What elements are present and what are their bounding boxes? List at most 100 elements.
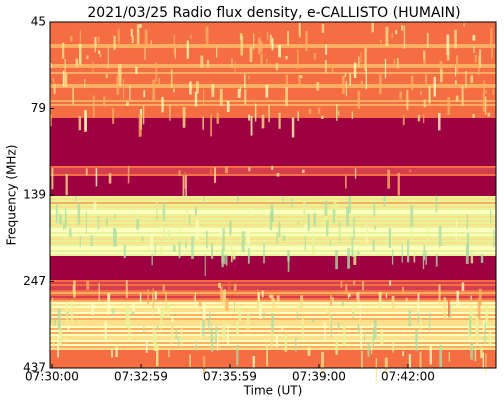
spectrogram-streak	[324, 200, 328, 216]
spectrogram-streak	[268, 104, 270, 123]
spectrogram-streak	[423, 59, 426, 68]
spectrogram-streak	[385, 293, 388, 298]
spectrogram-streak	[145, 341, 148, 353]
spectrogram-streak	[143, 326, 145, 333]
spectrogram-row	[50, 104, 496, 106]
spectrogram-streak	[440, 69, 443, 83]
spectrogram-streak	[413, 250, 416, 263]
spectrogram-streak	[433, 76, 436, 97]
plot-area	[49, 21, 497, 381]
spectrogram-row	[50, 290, 496, 292]
spectrogram-streak	[438, 284, 441, 304]
spectrogram-streak	[99, 54, 102, 58]
spectrogram-row	[50, 310, 496, 312]
spectrogram-streak	[401, 243, 403, 263]
spectrogram-streak	[276, 173, 280, 177]
spectrogram-streak	[194, 292, 196, 309]
spectrogram-streak	[392, 339, 394, 353]
spectrogram-row	[50, 28, 496, 30]
spectrogram-row	[50, 228, 496, 230]
spectrogram-streak	[130, 28, 133, 37]
spectrogram-row	[50, 88, 496, 90]
y-tick-label: 247	[23, 274, 46, 288]
spectrogram-streak	[158, 224, 162, 228]
spectrogram-streak	[244, 89, 247, 105]
spectrogram-streak	[438, 226, 442, 247]
spectrogram-streak	[347, 248, 350, 269]
spectrogram-streak	[387, 169, 391, 189]
spectrogram-row	[50, 64, 496, 66]
spectrogram-streak	[219, 88, 223, 106]
spectrogram-streak	[254, 103, 257, 122]
spectrogram-streak	[97, 36, 100, 44]
spectrogram-streak	[248, 207, 251, 224]
spectrogram-streak	[206, 230, 208, 249]
spectrogram-streak	[78, 320, 82, 325]
spectrogram-streak	[135, 66, 138, 74]
chart-title: 2021/03/25 Radio flux density, e-CALLIST…	[87, 5, 460, 21]
spectrogram-streak	[61, 42, 65, 59]
spectrogram-streak	[156, 197, 158, 216]
spectrogram-row	[50, 198, 496, 200]
spectrogram-streak	[311, 318, 315, 323]
spectrogram-streak	[358, 56, 360, 67]
spectrogram-streak	[410, 204, 414, 227]
spectrogram-streak	[353, 217, 355, 240]
spectrogram-streak	[346, 206, 349, 227]
spectrogram-streak	[488, 331, 492, 345]
spectrogram-streak	[477, 297, 481, 320]
spectrogram-row	[50, 172, 496, 174]
spectrogram-streak	[287, 30, 290, 46]
spectrogram-streak	[326, 307, 330, 314]
spectrogram-streak	[485, 90, 487, 94]
spectrogram-streak	[105, 217, 108, 226]
spectrogram-streak	[186, 40, 189, 59]
spectrogram-streak	[219, 286, 223, 302]
spectrogram-streak	[448, 304, 452, 319]
spectrogram-streak	[478, 55, 480, 75]
spectrogram-streak	[472, 113, 475, 118]
spectrogram-row	[50, 56, 496, 58]
spectrogram-row	[50, 360, 496, 362]
spectrogram-streak	[225, 298, 229, 312]
spectrogram-row	[50, 312, 496, 314]
spectrogram-streak	[474, 55, 477, 63]
spectrogram-streak	[331, 297, 334, 303]
spectrogram-row	[50, 112, 496, 114]
spectrogram-streak	[357, 90, 361, 110]
spectrogram-streak	[308, 108, 312, 115]
spectrogram-row	[50, 72, 496, 74]
spectrogram-streak	[144, 29, 148, 48]
spectrogram-streak	[278, 112, 281, 129]
spectrogram-streak	[428, 85, 431, 104]
spectrogram-streak	[406, 239, 410, 263]
spectrogram-streak	[65, 174, 68, 196]
spectrogram-row	[50, 356, 496, 358]
spectrogram-streak	[294, 337, 297, 352]
spectrogram-streak	[173, 88, 175, 93]
spectrogram-streak	[269, 34, 272, 43]
spectrogram-row	[50, 100, 496, 102]
spectrogram-streak	[79, 30, 82, 43]
spectrogram-streak	[63, 222, 65, 231]
spectrogram-row	[50, 66, 496, 68]
spectrogram-streak	[115, 230, 117, 247]
spectrogram-streak	[206, 60, 210, 68]
spectrogram-streak	[136, 219, 140, 230]
spectrogram-row	[50, 22, 496, 24]
spectrogram-row	[50, 350, 496, 352]
spectrogram-streak	[195, 340, 198, 351]
spectrogram-row	[50, 230, 496, 232]
spectrogram-streak	[384, 357, 388, 372]
spectrogram-streak	[223, 322, 226, 341]
spectrogram-row	[50, 94, 496, 96]
spectrogram-streak	[252, 355, 255, 368]
spectrogram-streak	[266, 58, 268, 65]
x-tick-label: 07:39:00	[292, 370, 346, 384]
spectrogram-streak	[305, 30, 308, 52]
spectrogram-streak	[408, 169, 412, 173]
spectrogram-streak	[428, 312, 431, 333]
spectrogram-streak	[54, 319, 56, 326]
